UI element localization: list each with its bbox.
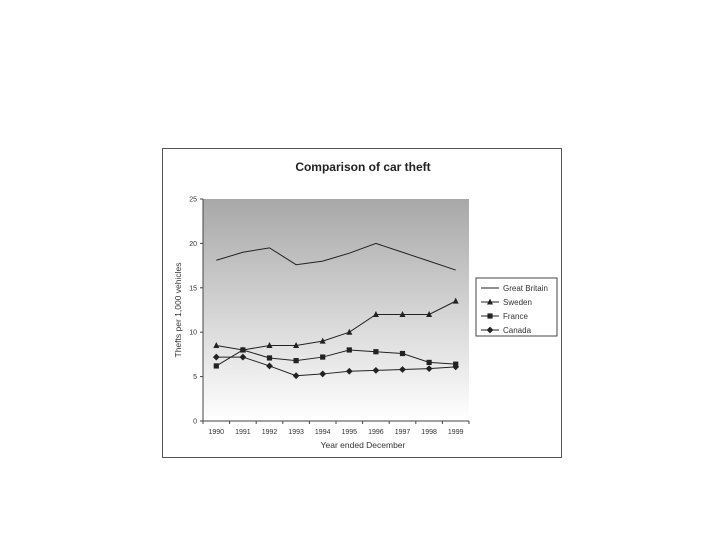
x-tick-label: 1991	[235, 429, 251, 436]
chart-frame: Comparison of car theft 0 5 10 15 20 25 1990 1…	[162, 148, 562, 458]
legend: Great Britain Sweden France Canada	[475, 277, 558, 337]
triangle-marker	[452, 297, 459, 304]
diamond-marker	[452, 363, 460, 371]
x-tick-label: 1998	[421, 429, 437, 436]
y-tick-label: 10	[189, 330, 197, 337]
diamond-marker	[266, 362, 273, 370]
square-marker	[426, 359, 432, 365]
plot-area	[203, 199, 469, 421]
y-tick-label: 0	[193, 419, 197, 426]
diamond-marker	[399, 366, 406, 373]
x-axis-label: Year ended December	[321, 440, 406, 450]
square-marker	[487, 313, 493, 319]
x-ticks: 1990 1991 1992 1993 1994 1995 1996 1997 1998 1999	[202, 421, 470, 436]
triangle-marker	[213, 342, 220, 349]
legend-label: Sweden	[503, 298, 532, 307]
x-tick-label: 1997	[395, 429, 411, 436]
x-tick-label: 1995	[342, 429, 358, 436]
diamond-marker	[239, 353, 247, 361]
legend-label: Canada	[503, 326, 532, 335]
square-marker	[240, 347, 246, 353]
x-tick-label: 1999	[448, 429, 464, 436]
series-line	[216, 349, 456, 367]
series-france	[213, 347, 459, 369]
legend-label: France	[503, 312, 528, 321]
triangle-marker	[487, 298, 493, 305]
square-marker	[320, 354, 326, 360]
legend-item: Canada	[481, 326, 532, 335]
legend-label: Great Britain	[503, 284, 548, 293]
y-tick-label: 25	[189, 197, 197, 204]
series-line	[216, 300, 456, 351]
triangle-marker	[266, 342, 273, 349]
series-canada	[212, 353, 460, 380]
chart-title: Comparison of car theft	[295, 160, 430, 174]
triangle-marker	[399, 310, 406, 317]
y-tick-label: 20	[189, 241, 197, 248]
diamond-marker	[486, 326, 494, 334]
x-tick-label: 1990	[209, 429, 225, 436]
y-tick-label: 15	[189, 285, 197, 292]
x-tick-label: 1993	[288, 429, 304, 436]
diamond-marker	[425, 365, 433, 373]
x-tick-label: 1994	[315, 429, 331, 436]
diamond-marker	[292, 372, 300, 380]
triangle-marker	[426, 310, 433, 317]
square-marker	[373, 349, 379, 355]
series-layer	[212, 242, 460, 380]
square-marker	[399, 350, 406, 357]
y-ticks: 0 5 10 15 20 25	[189, 197, 203, 426]
diamond-marker	[372, 366, 380, 374]
diamond-marker	[212, 353, 220, 361]
series-great-britain	[216, 242, 456, 271]
y-axis-label: Thefts per 1,000 vehicles	[173, 263, 183, 358]
triangle-marker	[372, 310, 379, 317]
triangle-marker	[293, 342, 300, 349]
square-marker	[266, 355, 273, 361]
diamond-marker	[345, 367, 353, 375]
x-tick-label: 1996	[368, 429, 384, 436]
x-tick-label: 1992	[262, 429, 278, 436]
diamond-marker	[319, 370, 327, 378]
triangle-marker	[346, 328, 353, 335]
legend-item: France	[481, 312, 528, 321]
series-line	[216, 242, 456, 271]
square-marker	[346, 347, 352, 353]
square-marker	[213, 363, 219, 369]
legend-item: Sweden	[481, 298, 532, 307]
y-tick-label: 5	[193, 374, 197, 381]
legend-item: Great Britain	[481, 284, 548, 293]
triangle-marker	[319, 337, 326, 344]
series-line	[216, 356, 456, 377]
square-marker	[293, 358, 299, 364]
